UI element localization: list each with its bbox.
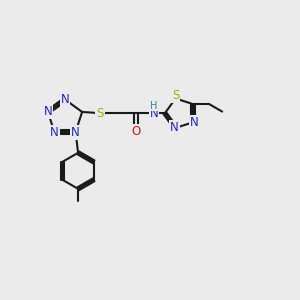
Text: N: N — [190, 116, 199, 129]
Text: N: N — [44, 105, 52, 119]
Text: N: N — [61, 93, 69, 106]
Text: S: S — [172, 89, 179, 102]
Text: N: N — [150, 107, 158, 120]
Text: N: N — [170, 122, 179, 134]
Text: S: S — [96, 107, 104, 120]
Text: H: H — [150, 101, 158, 111]
Text: N: N — [71, 126, 80, 139]
Text: O: O — [131, 125, 141, 138]
Text: N: N — [50, 126, 59, 139]
